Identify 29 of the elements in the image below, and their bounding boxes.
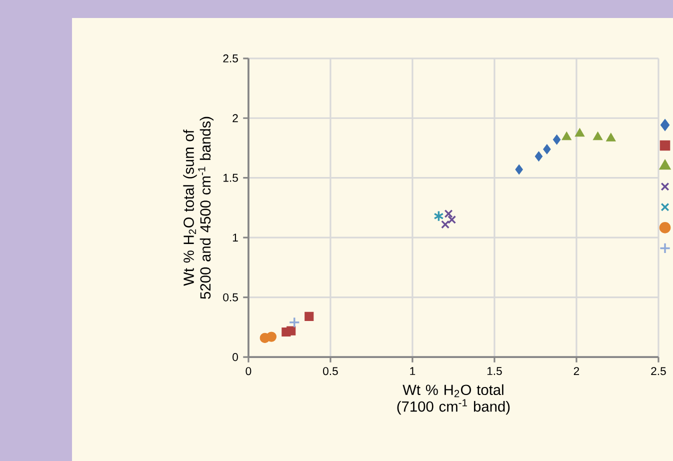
y-tick-label: 1 bbox=[232, 234, 238, 242]
y-tick-label: 2 bbox=[232, 114, 238, 122]
point bbox=[515, 164, 523, 175]
point bbox=[606, 132, 616, 142]
point bbox=[266, 332, 276, 342]
point bbox=[534, 151, 543, 162]
y-tick-label: 0 bbox=[232, 353, 238, 362]
point bbox=[288, 316, 300, 328]
y-tick-label: 0.5 bbox=[223, 293, 238, 302]
x-axis-title: Wt % H$_{2}$O total (7100 cm$^{-1}$ band) bbox=[397, 384, 510, 415]
y-tick-label: 1.5 bbox=[224, 174, 238, 182]
x-tick-label: 1.5 bbox=[487, 367, 502, 376]
x-tick-label: 0 bbox=[246, 367, 252, 376]
point bbox=[444, 209, 453, 218]
x-tick-label: 2.5 bbox=[651, 367, 666, 376]
point bbox=[562, 132, 572, 140]
point bbox=[448, 215, 456, 224]
point bbox=[441, 220, 450, 229]
point bbox=[543, 144, 551, 154]
x-tick-label: 0.5 bbox=[323, 367, 338, 376]
y-tick-label: 2.5 bbox=[223, 54, 238, 62]
x-tick-label: 2 bbox=[574, 367, 580, 376]
point bbox=[552, 134, 561, 145]
point bbox=[434, 210, 444, 222]
point bbox=[592, 132, 603, 140]
point bbox=[286, 326, 296, 336]
x-tick-label: 1 bbox=[410, 367, 416, 375]
point bbox=[304, 312, 314, 321]
point bbox=[574, 128, 585, 137]
